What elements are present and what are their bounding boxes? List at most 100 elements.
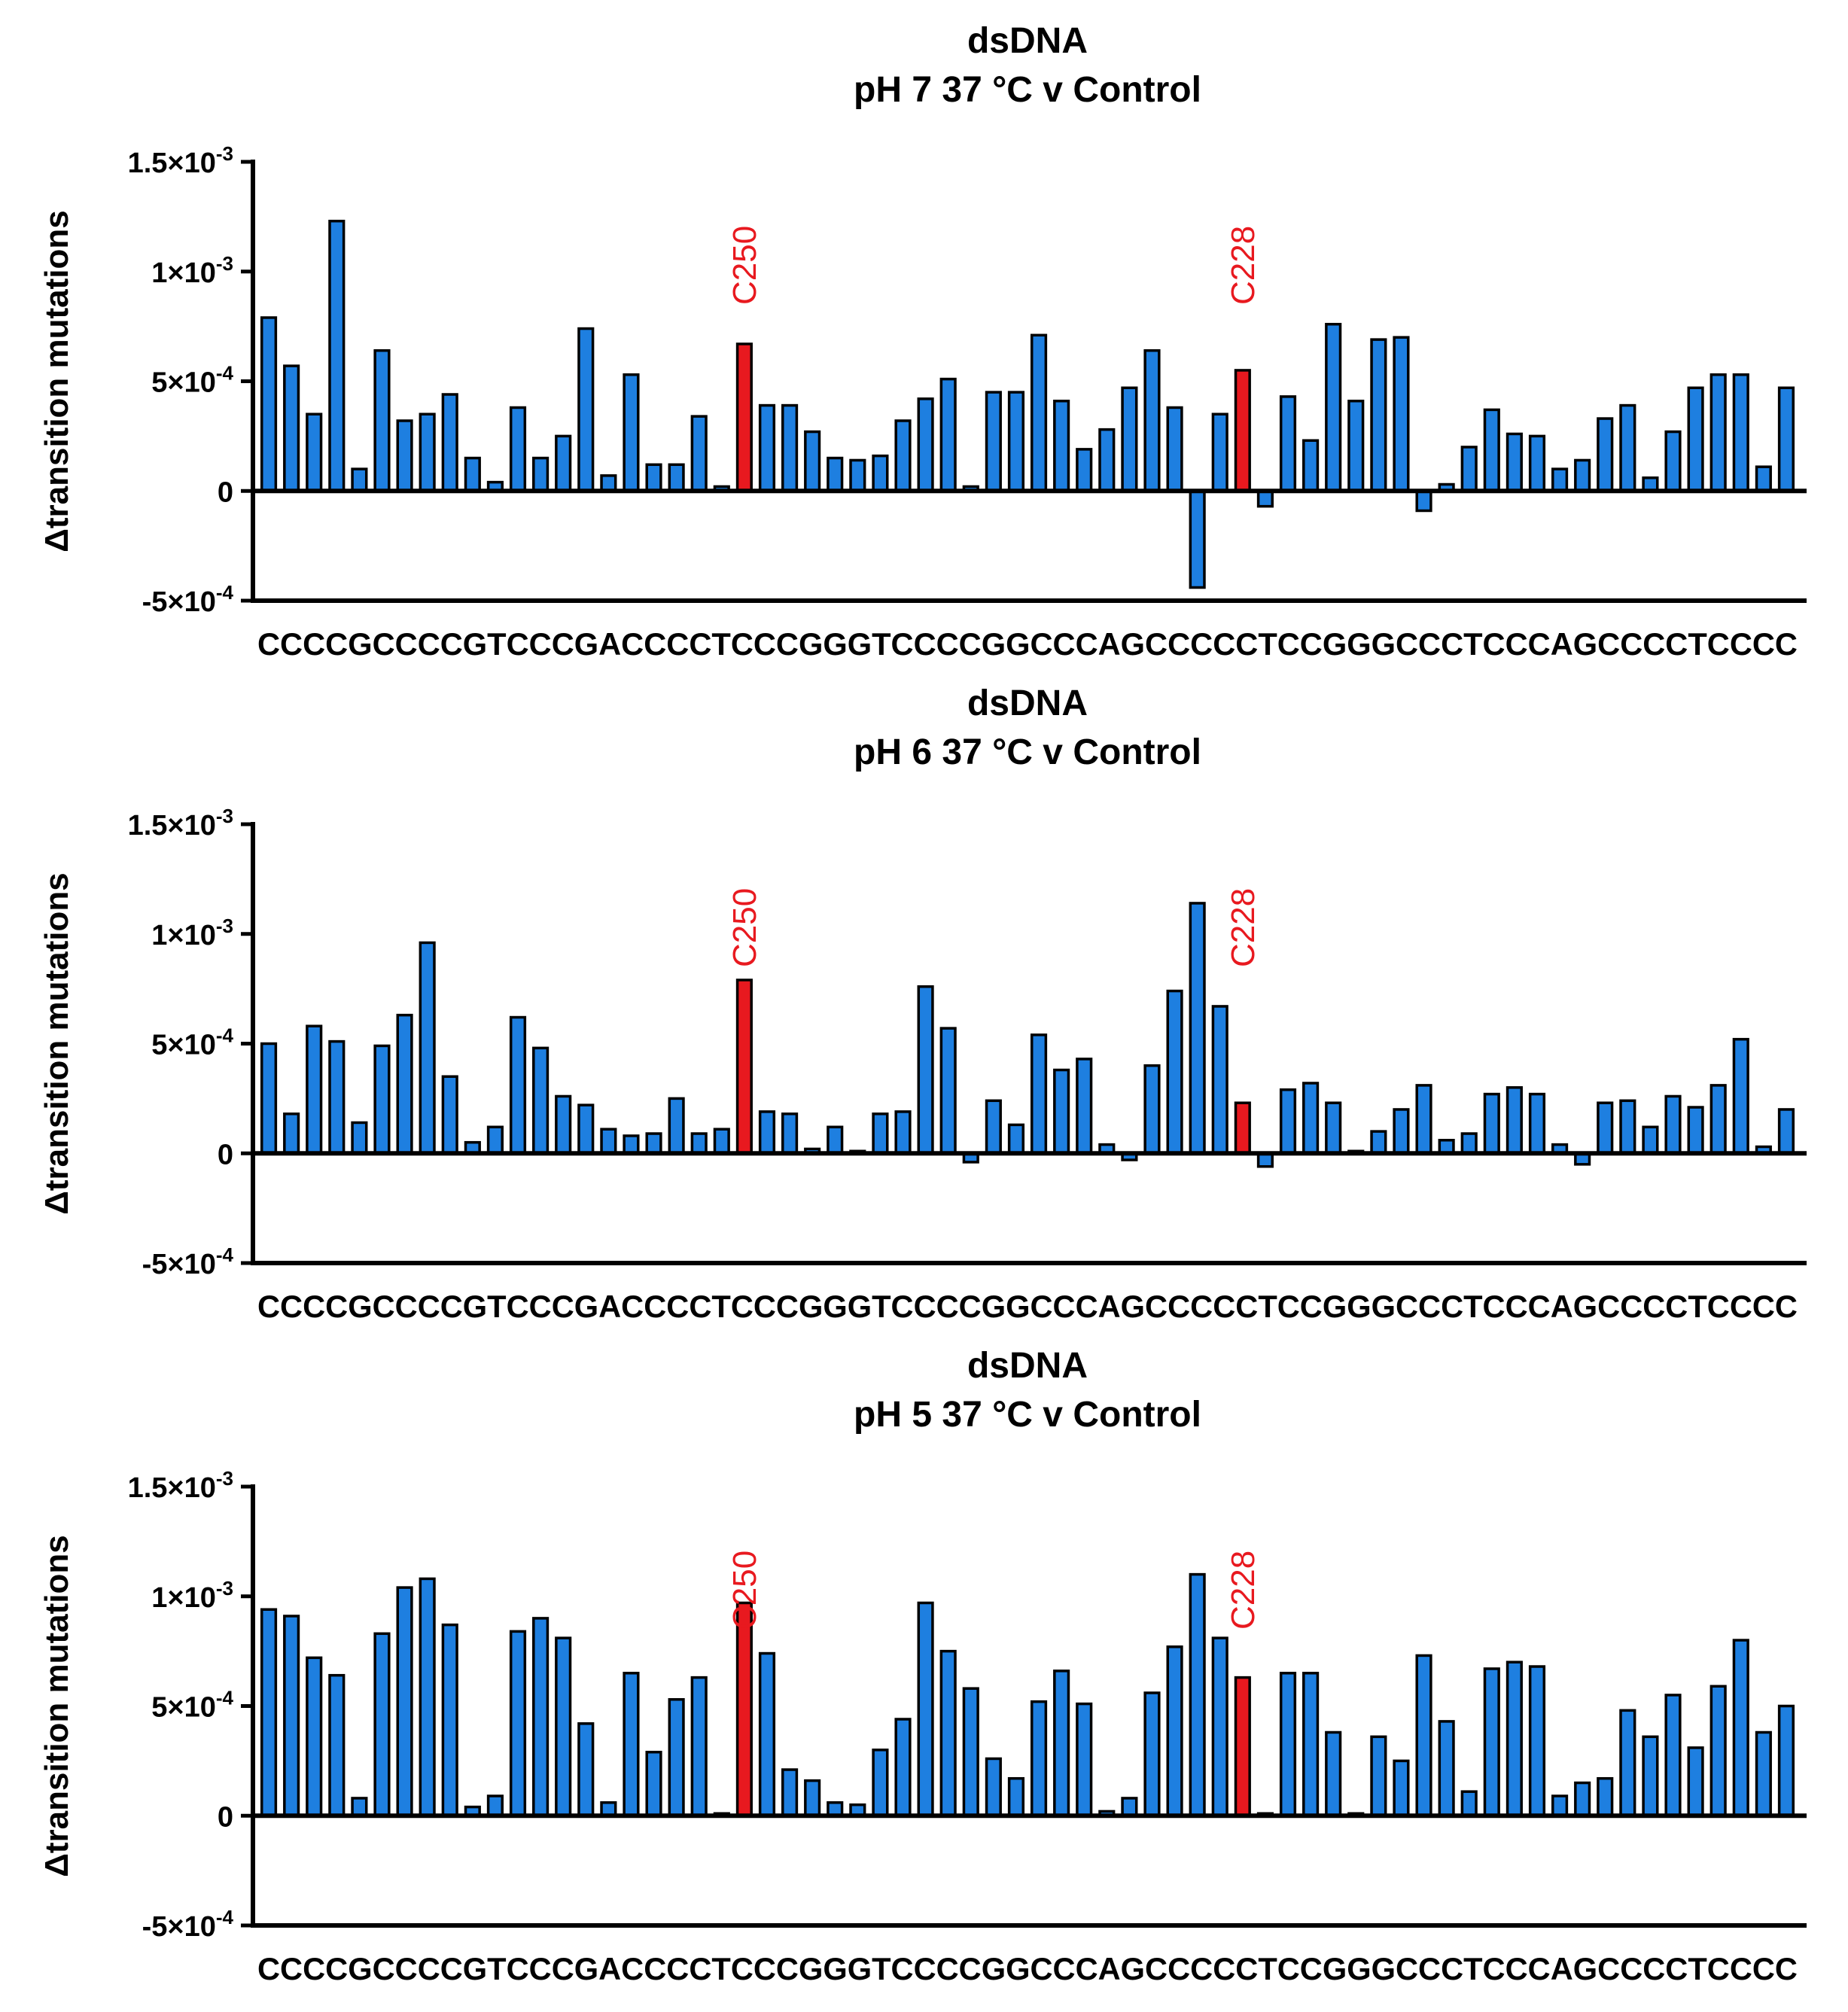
data-bar: [1687, 1746, 1704, 1817]
y-tick-label: 5×10-4: [151, 1024, 233, 1061]
chart-panel-1: dsDNA pH 7 37 °C v Control Δtransition mut…: [38, 21, 1807, 662]
y-tick-label: 0: [218, 476, 233, 508]
data-bar: [894, 419, 912, 492]
data-bar: [1460, 1790, 1478, 1817]
data-bar: [1143, 1064, 1161, 1155]
data-bar: [486, 1794, 504, 1818]
data-bar: [1030, 1700, 1048, 1817]
data-bar: [1393, 1759, 1410, 1818]
bar-annotation: C228: [1225, 226, 1262, 305]
data-bar: [1279, 395, 1297, 493]
highlighted-bar: [1234, 1676, 1251, 1818]
data-bar: [668, 1097, 685, 1155]
data-bar: [985, 1099, 1002, 1155]
y-tick-label: 5×10-4: [151, 1687, 233, 1724]
chart-title: dsDNA: [967, 1346, 1088, 1386]
data-bar: [1007, 391, 1025, 493]
data-bar: [1053, 399, 1070, 492]
data-bar: [486, 1125, 504, 1155]
data-bar: [373, 1632, 391, 1818]
data-bar: [1030, 1033, 1048, 1155]
data-bar: [1370, 1130, 1387, 1155]
chart-subtitle: pH 6 37 °C v Control: [854, 732, 1201, 772]
data-bar: [781, 403, 799, 493]
data-bar: [260, 1042, 278, 1155]
data-bar: [1302, 439, 1320, 493]
data-bar: [894, 1718, 912, 1817]
data-bar: [1732, 1037, 1749, 1155]
y-tick-label: 5×10-4: [151, 362, 233, 399]
data-bar: [328, 1673, 346, 1817]
y-tick-label-exponent: -3: [216, 252, 233, 275]
data-bar: [1597, 1101, 1614, 1155]
data-bar: [623, 1134, 640, 1155]
y-tick-label: 0: [218, 1801, 233, 1833]
highlighted-bar: [735, 1601, 753, 1817]
y-tick-label: -5×10-4: [142, 1906, 234, 1943]
y-tick-label: 1×10-3: [151, 915, 233, 951]
data-bar: [713, 1128, 730, 1155]
data-bar: [1393, 336, 1410, 493]
data-bar: [1166, 1645, 1183, 1818]
data-bar: [1415, 1654, 1432, 1817]
y-tick-label: 1×10-3: [151, 252, 233, 289]
y-tick-label: 1×10-3: [151, 1577, 233, 1614]
data-bar: [1121, 1797, 1138, 1817]
data-bar: [645, 1750, 662, 1817]
data-bar: [1777, 386, 1795, 492]
chart-panel-3: dsDNA pH 5 37 °C v Control Δtransition mut…: [38, 1346, 1807, 1986]
data-bar: [1777, 1704, 1795, 1817]
data-bar: [985, 1757, 1002, 1817]
data-bar: [419, 1577, 436, 1817]
data-bar: [1483, 1667, 1500, 1817]
data-bar: [1325, 1101, 1342, 1155]
data-bar: [827, 456, 844, 493]
data-bar: [849, 458, 866, 493]
data-bar: [1732, 373, 1749, 492]
data-bar: [758, 403, 776, 493]
data-bar: [1551, 1794, 1569, 1818]
y-tick-label-base: 1×10: [151, 1582, 216, 1614]
data-bar: [645, 463, 662, 493]
data-bar: [917, 1601, 934, 1817]
data-bar: [577, 1722, 595, 1818]
y-tick-label: 0: [218, 1139, 233, 1170]
data-bar: [396, 1013, 413, 1155]
data-bar: [1597, 417, 1614, 492]
data-bar: [373, 349, 391, 492]
data-bar: [577, 1103, 595, 1155]
data-bar: [1460, 446, 1478, 493]
y-tick-label-exponent: -3: [216, 1577, 233, 1600]
data-bar: [1755, 465, 1772, 492]
data-bar: [328, 219, 346, 492]
data-bar: [1597, 1776, 1614, 1817]
data-bar: [1528, 434, 1546, 493]
data-bar: [690, 415, 708, 493]
data-bar: [1076, 1702, 1093, 1818]
data-bar: [532, 1046, 550, 1155]
data-bar: [1687, 386, 1704, 492]
data-bar: [1030, 333, 1048, 492]
data-bar: [441, 393, 458, 492]
data-bar: [1053, 1670, 1070, 1818]
data-bar: [1505, 1660, 1523, 1817]
data-bar: [1121, 386, 1138, 492]
data-bar: [1393, 1108, 1410, 1155]
y-tick-label-base: -5×10: [142, 1249, 216, 1280]
data-bar: [509, 1015, 527, 1155]
highlighted-bar: [1234, 369, 1251, 492]
y-axis-label: Δtransition mutations: [38, 872, 75, 1215]
data-bar: [351, 1797, 368, 1817]
data-bar: [351, 1121, 368, 1155]
data-bar: [1415, 489, 1432, 513]
data-bar: [600, 474, 617, 492]
data-bar: [1007, 1776, 1025, 1817]
data-bar: [1755, 1730, 1772, 1817]
data-bar: [939, 1027, 957, 1155]
chart-title: dsDNA: [967, 683, 1088, 723]
chart-panel-2: dsDNA pH 6 37 °C v Control Δtransition mut…: [38, 683, 1807, 1324]
y-tick-label-base: 5×10: [151, 1030, 216, 1061]
data-bar: [1619, 403, 1636, 493]
data-bar: [1664, 430, 1682, 492]
